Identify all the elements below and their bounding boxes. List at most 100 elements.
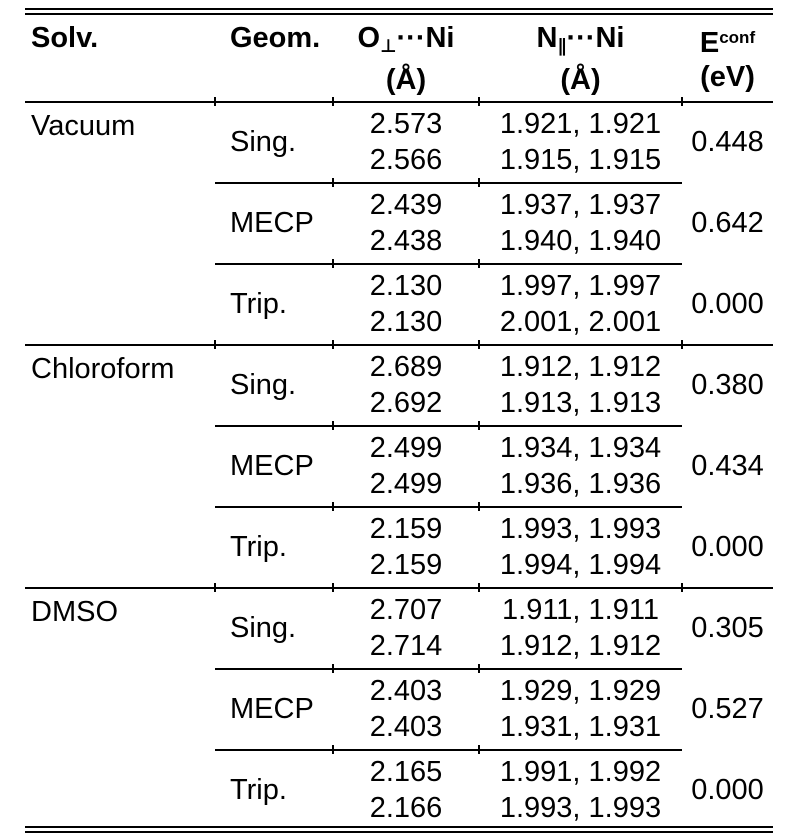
rule-segment [478,340,682,349]
group-rule [25,745,773,754]
solvent-cell: Chloroform [31,353,175,385]
rule-gap [682,664,773,673]
header-e-superscript: conf [719,28,756,47]
table-row: Trip. 2.159 1.993, 1.993 0.000 [25,511,773,563]
o-distance-cell: 2.566 [369,143,443,176]
energy-cell: 0.527 [691,692,764,725]
o-distance-cell: 2.403 [369,710,443,743]
o-distance-cell: 2.707 [369,593,443,626]
rule-segment [478,259,682,268]
header-n-rest: ···Ni [566,22,625,54]
n-distance-cell: 1.912, 1.912 [499,350,662,383]
table-row: 2.499 1.936, 1.936 [25,466,773,502]
rule-segment [332,745,479,754]
header-o-subscript: ⊥ [380,36,397,56]
o-distance-cell: 2.438 [369,224,443,257]
header-n-subscript: ∥ [557,36,567,56]
n-distance-cell: 1.993, 1.993 [499,512,662,545]
geometry-cell: MECP [230,449,314,482]
n-distance-cell: 1.936, 1.936 [499,467,662,500]
group-rule [25,502,773,511]
rule-segment [681,340,773,349]
group-rule [25,259,773,268]
rule-gap [682,421,773,430]
header-e-symbol: E [699,27,720,59]
header-solvent: Solv. [25,15,215,97]
o-distance-cell: 2.159 [369,548,443,581]
n-distance-cell: 1.929, 1.929 [499,674,662,707]
n-distance-cell: 1.940, 1.940 [499,224,662,257]
rule-segment [332,340,479,349]
header-n-symbol: N [536,22,558,54]
o-distance-cell: 2.130 [369,269,443,302]
n-distance-cell: 1.915, 1.915 [499,143,662,176]
rule-segment [215,664,333,673]
header-geometry: Geom. [215,15,333,97]
table-row: 2.438 1.940, 1.940 [25,223,773,259]
geometry-energy-table: Solv. Geom. O⊥ ···Ni (Å) N∥···Ni (Å) Econ… [25,8,773,833]
group-rule [25,664,773,673]
header-solvent-label: Solv. [31,22,99,54]
table-row: DMSO Sing. 2.707 1.911, 1.911 0.305 [25,592,773,644]
rule-segment [332,259,479,268]
rule-segment [215,178,333,187]
header-o-unit: (Å) [385,64,427,96]
n-distance-cell: 1.994, 1.994 [499,548,662,581]
o-distance-cell: 2.689 [369,350,443,383]
table-row: MECP 2.439 1.937, 1.937 0.642 [25,187,773,239]
rule-gap [682,745,773,754]
n-distance-cell: 1.993, 1.993 [499,791,662,824]
table-row: Trip. 2.130 1.997, 1.997 0.000 [25,268,773,320]
table-header-row: Solv. Geom. O⊥ ···Ni (Å) N∥···Ni (Å) Econ… [25,15,773,97]
group-rule [25,178,773,187]
table-row: 2.692 1.913, 1.913 [25,385,773,421]
energy-cell: 0.448 [691,125,764,158]
geometry-cell: Trip. [230,773,287,806]
rule-segment [478,421,682,430]
rule-segment [215,502,333,511]
solvent-cell: Vacuum [31,110,136,142]
energy-cell: 0.642 [691,206,764,239]
geometry-cell: Sing. [230,125,297,158]
geometry-cell: MECP [230,692,314,725]
geometry-cell: Sing. [230,368,297,401]
o-distance-cell: 2.499 [369,431,443,464]
n-distance-cell: 1.937, 1.937 [499,188,662,221]
rule-segment [332,664,479,673]
rule-segment [478,502,682,511]
table-row: Vacuum Sing. 2.573 1.921, 1.921 0.448 [25,106,773,158]
o-distance-cell: 2.159 [369,512,443,545]
header-geometry-label: Geom. [230,22,321,54]
header-e-unit: (eV) [700,61,755,93]
energy-cell: 0.000 [691,530,764,563]
o-distance-cell: 2.165 [369,755,443,788]
o-distance-cell: 2.166 [369,791,443,824]
energy-cell: 0.380 [691,368,764,401]
rule-segment [215,745,333,754]
rule-segment [478,97,682,106]
rule-segment [214,97,333,106]
rule-segment [25,340,215,349]
n-distance-cell: 1.911, 1.911 [502,593,659,626]
table-row: 2.403 1.931, 1.931 [25,709,773,745]
n-distance-cell: 1.991, 1.992 [499,755,662,788]
rule-gap [682,178,773,187]
rule-segment [25,97,215,106]
o-distance-cell: 2.499 [369,467,443,500]
rule-gap [682,502,773,511]
rule-segment [332,97,479,106]
rule-segment [215,259,333,268]
n-distance-cell: 2.001, 2.001 [499,305,662,338]
rule-segment [214,340,333,349]
o-distance-cell: 2.714 [369,629,443,662]
data-table: Solv. Geom. O⊥ ···Ni (Å) N∥···Ni (Å) Econ… [25,15,773,826]
rule-segment [332,421,479,430]
table-row: 2.130 2.001, 2.001 [25,304,773,340]
header-n-ni-distance: N∥···Ni (Å) [479,15,682,97]
header-o-symbol: O [357,22,381,54]
o-distance-cell: 2.439 [369,188,443,221]
table-row: 2.159 1.994, 1.994 [25,547,773,583]
n-distance-cell: 1.913, 1.913 [499,386,662,419]
o-distance-cell: 2.403 [369,674,443,707]
rule-segment [478,664,682,673]
